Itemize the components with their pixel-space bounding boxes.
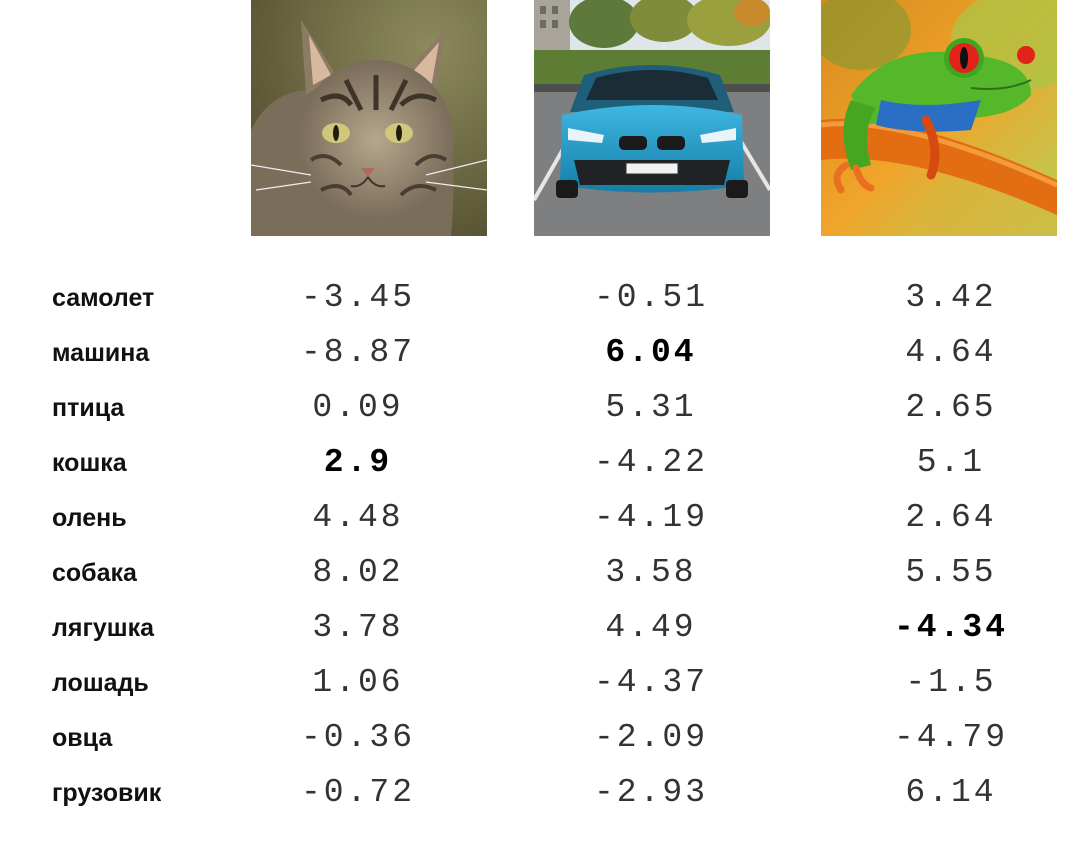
score-cell: 2.65 xyxy=(905,389,997,426)
class-label: машина xyxy=(52,339,150,367)
score-cell: 5.55 xyxy=(905,554,997,591)
score-cell: -4.79 xyxy=(893,719,1009,756)
score-cell: -0.51 xyxy=(593,279,709,316)
score-cell: 2.9 xyxy=(323,444,393,481)
score-cell: 3.42 xyxy=(905,279,997,316)
score-cell: 4.64 xyxy=(905,334,997,371)
score-cell: 8.02 xyxy=(312,554,404,591)
score-cell: 3.58 xyxy=(605,554,697,591)
score-cell: -4.37 xyxy=(593,664,709,701)
score-cell: -4.19 xyxy=(593,499,709,536)
score-cell: -2.93 xyxy=(593,774,709,811)
score-cell: 4.48 xyxy=(312,499,404,536)
score-cell: -8.87 xyxy=(300,334,416,371)
score-cell: -2.09 xyxy=(593,719,709,756)
score-cell: 5.31 xyxy=(605,389,697,426)
class-label: лошадь xyxy=(52,669,149,697)
score-cell: 6.14 xyxy=(905,774,997,811)
class-label: птица xyxy=(52,394,125,422)
tree-frog-photo xyxy=(821,0,1057,236)
class-label: собака xyxy=(52,559,137,587)
class-label: кошка xyxy=(52,449,127,477)
class-label: олень xyxy=(52,504,127,532)
score-cell: -3.45 xyxy=(300,279,416,316)
score-cell: -4.22 xyxy=(593,444,709,481)
class-label: овца xyxy=(52,724,113,752)
score-cell: 4.49 xyxy=(605,609,697,646)
score-cell: -0.72 xyxy=(300,774,416,811)
score-cell: -4.34 xyxy=(893,609,1009,646)
class-label: самолет xyxy=(52,284,155,312)
score-cell: -0.36 xyxy=(300,719,416,756)
class-label: грузовик xyxy=(52,779,162,807)
score-cell: 6.04 xyxy=(605,334,697,371)
score-cell: 1.06 xyxy=(312,664,404,701)
score-cell: 2.64 xyxy=(905,499,997,536)
blue-car-photo xyxy=(534,0,770,236)
score-cell: 5.1 xyxy=(916,444,986,481)
score-cell: 0.09 xyxy=(312,389,404,426)
class-label: лягушка xyxy=(52,614,155,642)
score-cell: 3.78 xyxy=(312,609,404,646)
cat-photo xyxy=(251,0,487,236)
score-cell: -1.5 xyxy=(905,664,997,701)
